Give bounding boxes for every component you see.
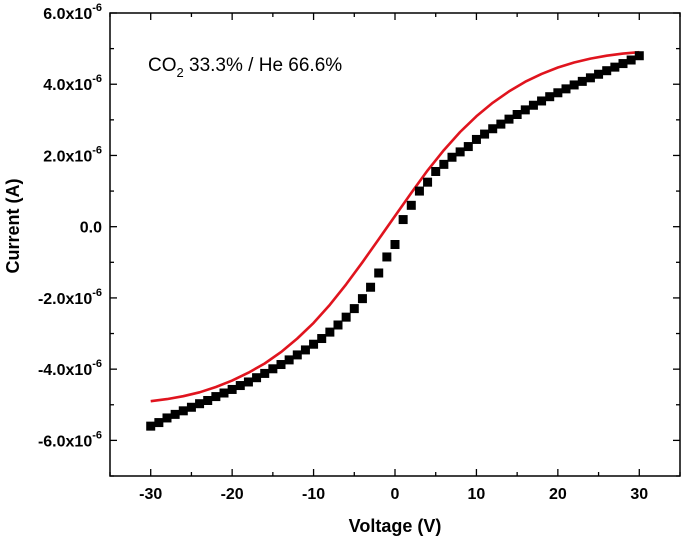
x-tick-label: -20 xyxy=(221,486,244,503)
data-point xyxy=(366,282,376,292)
x-tick-label: -30 xyxy=(139,486,162,503)
data-point xyxy=(545,92,555,102)
data-point xyxy=(333,320,343,330)
data-point xyxy=(528,100,538,110)
data-point xyxy=(390,240,400,249)
data-point xyxy=(325,327,335,337)
data-point xyxy=(480,129,490,139)
x-tick-label: 10 xyxy=(468,486,486,503)
data-point xyxy=(211,392,221,402)
data-point xyxy=(284,355,294,365)
data-point xyxy=(276,360,286,370)
data-point xyxy=(471,134,481,144)
data-point xyxy=(423,177,433,187)
data-point xyxy=(512,110,522,120)
y-tick-label: -6.0x10-6 xyxy=(38,429,102,450)
data-point xyxy=(553,88,563,98)
y-tick-label: 6.0x10-6 xyxy=(43,2,102,23)
data-point xyxy=(382,252,392,262)
data-point xyxy=(341,312,351,322)
data-point xyxy=(520,105,530,115)
data-point xyxy=(374,268,384,278)
data-point xyxy=(186,402,196,412)
data-point xyxy=(154,418,164,428)
data-point xyxy=(569,80,579,90)
x-tick-label: 20 xyxy=(549,486,567,503)
data-point xyxy=(349,304,359,314)
data-point xyxy=(496,119,506,129)
data-point xyxy=(398,215,408,225)
data-point xyxy=(309,339,319,349)
y-tick-label: 4.0x10-6 xyxy=(43,73,102,94)
measured-series xyxy=(146,51,644,431)
data-point xyxy=(406,200,416,210)
data-point xyxy=(195,399,205,409)
y-axis-title: Current (A) xyxy=(3,179,23,274)
data-point xyxy=(292,350,302,360)
data-point xyxy=(235,381,245,391)
axis-ticks: -30 -20 -10 0 10 20 30 6.0x10-6 4.0x10-6 2.0x10-6… xyxy=(38,2,681,503)
data-point xyxy=(170,409,180,419)
data-point xyxy=(602,66,612,76)
data-point xyxy=(219,388,229,398)
y-tick-label: -2.0x10-6 xyxy=(38,287,102,308)
data-point xyxy=(431,166,441,176)
y-tick-label: 0.0 xyxy=(80,220,102,237)
data-point xyxy=(463,142,473,152)
fit-series xyxy=(150,50,640,403)
data-point xyxy=(178,406,188,416)
data-point xyxy=(162,413,172,423)
data-point xyxy=(414,186,424,196)
data-point xyxy=(626,55,636,65)
data-point xyxy=(243,377,253,387)
data-point xyxy=(488,124,498,134)
fit-curve xyxy=(150,50,640,403)
x-axis-title: Voltage (V) xyxy=(349,516,442,536)
y-tick-label: -4.0x10-6 xyxy=(38,358,102,379)
data-point xyxy=(561,84,571,94)
x-tick-label: 30 xyxy=(630,486,648,503)
data-point xyxy=(618,59,628,69)
data-point xyxy=(260,368,270,378)
data-point xyxy=(455,147,465,157)
x-tick-label: -10 xyxy=(302,486,325,503)
data-point xyxy=(594,69,604,79)
legend-annotation: CO2 33.3% / He 66.6% xyxy=(148,55,342,80)
data-point xyxy=(439,159,449,169)
data-point xyxy=(585,73,595,83)
data-point xyxy=(227,384,237,394)
data-point xyxy=(300,345,310,355)
data-point xyxy=(268,364,278,374)
data-point xyxy=(447,152,457,162)
data-point xyxy=(504,114,514,124)
x-tick-label: 0 xyxy=(391,486,400,503)
data-point xyxy=(317,334,327,344)
data-point xyxy=(577,76,587,86)
data-point xyxy=(252,373,262,383)
y-tick-label: 2.0x10-6 xyxy=(43,144,102,165)
data-point xyxy=(357,294,367,304)
data-point xyxy=(610,62,620,72)
data-point xyxy=(537,96,547,106)
data-point xyxy=(146,421,156,431)
data-point xyxy=(634,51,644,61)
data-point xyxy=(203,395,213,405)
